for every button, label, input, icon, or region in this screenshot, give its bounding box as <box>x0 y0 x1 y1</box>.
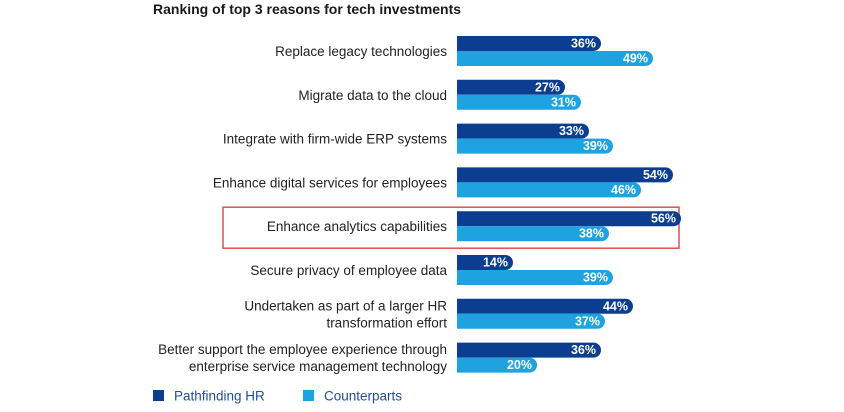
bar-counterparts <box>457 226 609 242</box>
bar-counterparts <box>457 138 613 154</box>
bar-pathfinding-hr <box>457 342 602 358</box>
data-label: 54% <box>643 168 668 182</box>
data-label: 31% <box>551 95 576 109</box>
data-label: 56% <box>651 212 676 226</box>
legend-swatch <box>303 390 314 401</box>
data-label: 38% <box>579 227 604 241</box>
data-label: 36% <box>571 343 596 357</box>
category-label: Undertaken as part of a larger HR <box>244 298 447 313</box>
data-label: 39% <box>583 139 608 153</box>
category-label: Enhance analytics capabilities <box>267 219 447 234</box>
category-label: Better support the employee experience t… <box>158 342 447 357</box>
category-label: Secure privacy of employee data <box>250 263 447 278</box>
data-label: 36% <box>571 37 596 51</box>
data-label: 37% <box>575 314 600 328</box>
category-label: enterprise service management technology <box>189 359 447 374</box>
data-label: 49% <box>623 52 648 66</box>
bar-counterparts <box>457 51 654 66</box>
bar-pathfinding-hr <box>457 211 681 227</box>
data-label: 27% <box>535 80 560 94</box>
bar-pathfinding-hr <box>457 167 673 183</box>
bar-counterparts <box>457 182 642 198</box>
data-label: 20% <box>507 358 532 372</box>
bar-pathfinding-hr <box>457 79 565 95</box>
data-label: 44% <box>603 299 628 313</box>
category-label: Integrate with firm-wide ERP systems <box>223 132 447 147</box>
category-label: Migrate data to the cloud <box>298 88 447 103</box>
legend-label: Counterparts <box>324 389 402 404</box>
category-label: transformation effort <box>326 315 447 330</box>
category-label: Replace legacy technologies <box>275 44 447 59</box>
data-label: 39% <box>583 271 608 285</box>
bar-pathfinding-hr <box>457 255 513 270</box>
data-label: 46% <box>611 183 636 197</box>
legend-swatch <box>153 390 164 401</box>
category-label: Enhance digital services for employees <box>213 175 447 190</box>
bar-counterparts <box>457 270 613 285</box>
chart-title: Ranking of top 3 reasons for tech invest… <box>153 1 461 17</box>
data-label: 14% <box>483 256 508 270</box>
bar-pathfinding-hr <box>457 36 602 51</box>
data-label: 33% <box>559 124 584 138</box>
bar-pathfinding-hr <box>457 298 633 314</box>
legend-label: Pathfinding HR <box>174 389 265 404</box>
bar-pathfinding-hr <box>457 123 589 139</box>
highlight-box <box>222 206 680 249</box>
bar-counterparts <box>457 313 606 329</box>
bar-counterparts <box>457 357 538 373</box>
bar-counterparts <box>457 94 581 110</box>
